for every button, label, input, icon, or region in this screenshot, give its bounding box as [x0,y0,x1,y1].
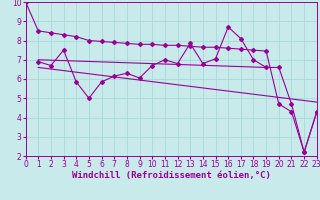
X-axis label: Windchill (Refroidissement éolien,°C): Windchill (Refroidissement éolien,°C) [72,171,271,180]
